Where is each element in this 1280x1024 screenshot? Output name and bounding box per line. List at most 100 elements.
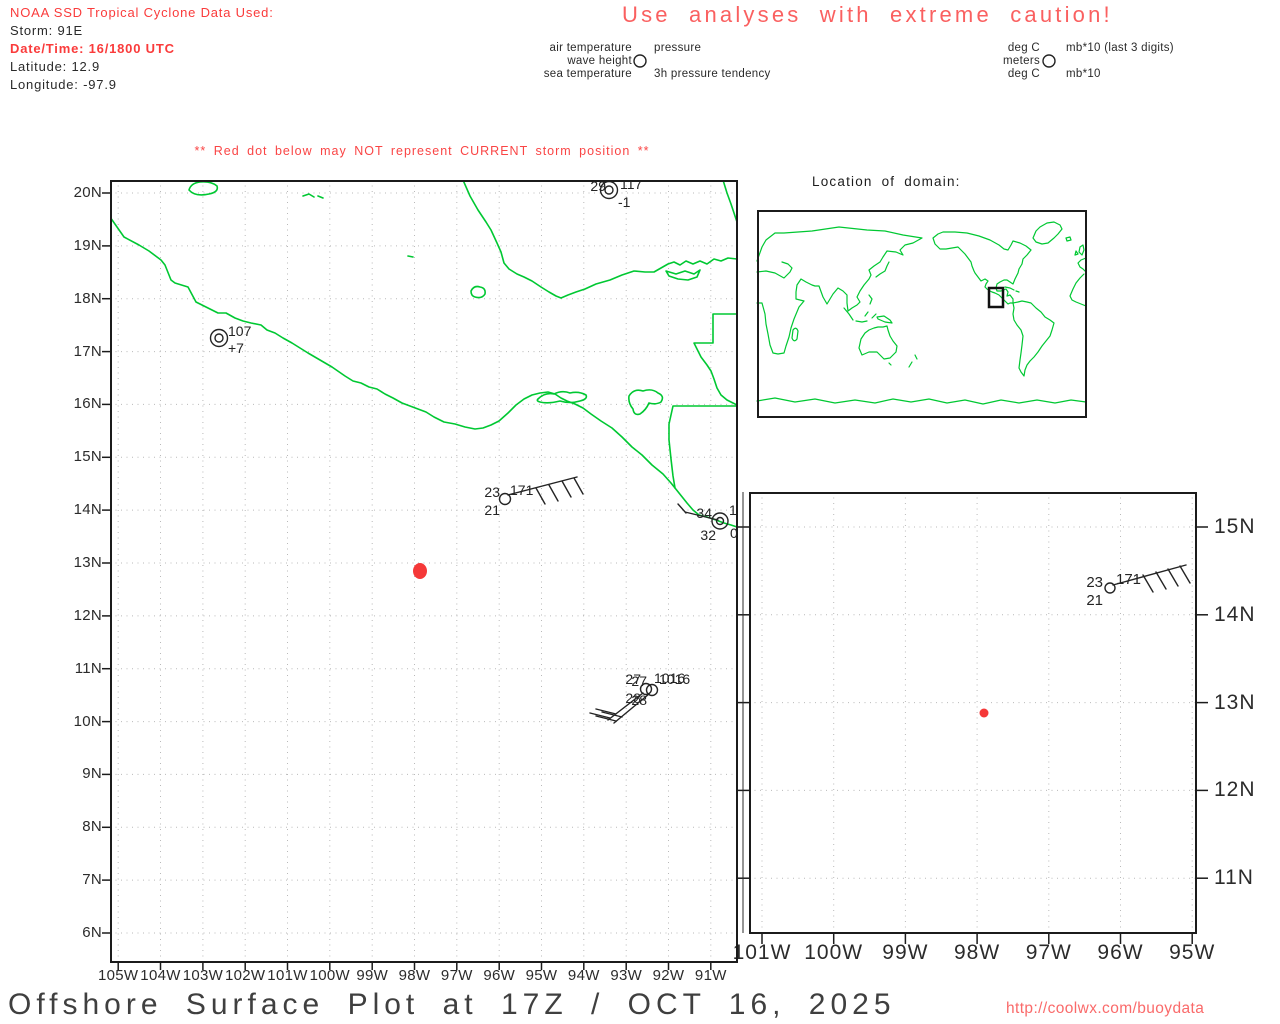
main-y-label: 16N (73, 395, 102, 413)
main-y-label: 19N (73, 236, 102, 254)
wind-barb (507, 476, 584, 505)
station-pressure: 107 (228, 323, 252, 339)
small-lakes-1 (302, 193, 414, 258)
station-pressure: 171 (510, 482, 534, 498)
station-sea-temp: 21 (484, 502, 500, 518)
legend-units-sea: deg C (1007, 68, 1040, 80)
main-y-label: 13N (73, 554, 102, 571)
location-of-domain-title: Location of domain: (812, 174, 961, 189)
legend-station-circle-icon (633, 54, 647, 68)
coastline-gulf-campeche (462, 180, 737, 299)
panel-x-label: 98W (954, 941, 1001, 964)
panel-x-label: 100W (804, 941, 864, 964)
main-x-label: 105W (97, 967, 139, 984)
lake-malpaso (628, 389, 664, 416)
panel-y-label: 15N (1214, 515, 1256, 538)
domain-panel-border (749, 492, 1197, 934)
station-pressure: 171 (1116, 571, 1141, 588)
station-air-temp: 23 (484, 484, 500, 500)
main-x-label: 104W (140, 967, 181, 984)
world-indonesia (843, 294, 877, 323)
main-x-label: 101W (267, 967, 308, 984)
panel-x-label: 97W (1025, 941, 1072, 964)
main-x-label: 99W (356, 967, 389, 984)
world-japan (875, 261, 890, 278)
laguna-terminos (665, 269, 701, 281)
station-buoy: 23 21 171 (484, 476, 584, 518)
coastline-yucatan-edge (722, 180, 737, 223)
lake-angostura (536, 390, 588, 404)
storm-position-dot-zoom (979, 708, 989, 718)
station-air-temp: 29 (590, 178, 606, 194)
world-mediterranean (756, 261, 793, 279)
legend-units-tendency: mb*10 (1066, 68, 1101, 80)
main-map-gridlines (102, 180, 737, 970)
legend-pressure: pressure (654, 42, 702, 54)
station-sea-temp: 21 (1086, 592, 1103, 609)
storm-position-dot (413, 563, 427, 579)
panel-x-label: 99W (882, 941, 929, 964)
main-y-label: 14N (73, 501, 102, 519)
main-x-label: 100W (309, 967, 350, 984)
main-y-label: 6N (82, 924, 102, 941)
station-pressure: 1 (729, 502, 737, 518)
world-eurasia-africa (756, 226, 923, 355)
main-x-label: 95W (525, 967, 558, 984)
coastline-pacific (110, 215, 737, 528)
panel-y-label: 12N (1214, 778, 1256, 802)
caution-banner: Use analyses with extreme caution! (622, 2, 1113, 27)
legend-units-circle-icon (1042, 54, 1056, 68)
main-y-label: 7N (82, 871, 102, 889)
world-north-america (932, 231, 1032, 305)
guatemala-border-upper (693, 313, 737, 406)
main-y-label: 10N (73, 712, 102, 730)
plot-title: Offshore Surface Plot at 17Z / OCT 16, 2… (8, 988, 896, 1021)
legend-sea-temperature: sea temperature (543, 68, 632, 80)
station-pressure: 117 (620, 176, 643, 192)
main-x-label: 102W (224, 967, 266, 984)
station-tendency: 0 (730, 525, 738, 541)
station-sea-temp: 32 (700, 527, 716, 543)
station-top: 29 117 -1 (590, 176, 643, 210)
panel-station-buoy: 23 21 171 (1086, 564, 1191, 609)
main-y-label: 20N (73, 184, 102, 201)
world-south-america (1012, 300, 1055, 377)
storm-datetime: Date/Time: 16/1800 UTC (10, 41, 175, 56)
world-madagascar (791, 327, 799, 342)
world-map-border (757, 210, 1087, 418)
main-x-label: 98W (398, 967, 431, 984)
station-pressure: 1016 (659, 671, 690, 687)
storm-latitude: Latitude: 12.9 (10, 59, 100, 74)
station-tendency: -1 (618, 194, 631, 210)
domain-box (987, 286, 1005, 309)
panel-x-label: 96W (1097, 941, 1144, 964)
domain-panel-content: 23 21 171 (979, 564, 1191, 718)
world-iceland-uk (1065, 236, 1085, 256)
main-x-label: 91W (694, 967, 727, 984)
panel-y-label: 11N (1214, 866, 1254, 890)
main-y-label: 12N (73, 606, 102, 624)
storm-position-warning: ** Red dot below may NOT represent CURRE… (194, 144, 650, 158)
world-new-zealand (908, 354, 918, 368)
station-sea-temp: 28 (625, 690, 641, 706)
station-air-temp: 34 (696, 505, 712, 521)
source-url: http://coolwx.com/buoydata (1006, 1000, 1205, 1017)
legend-wave-height: wave height (567, 55, 632, 67)
main-x-label: 92W (652, 967, 685, 984)
main-map-content: 29 117 -1 107 +7 23 21 171 (110, 176, 738, 724)
lake-chapala (188, 181, 219, 196)
station-pressure: 1016 (654, 670, 685, 686)
legend-units-air: deg C (1007, 42, 1040, 54)
main-y-label: 18N (73, 289, 102, 307)
lake-catemaco (470, 285, 486, 299)
station-coast: 34 32 1 0 (677, 502, 738, 543)
main-y-label: 9N (82, 765, 102, 783)
world-australia (858, 325, 898, 366)
storm-id: Storm: 91E (10, 23, 84, 38)
panel-y-label: 14N (1214, 602, 1256, 626)
station-air-temp: 27 (631, 673, 647, 689)
panel-x-label: 101W (732, 941, 792, 964)
